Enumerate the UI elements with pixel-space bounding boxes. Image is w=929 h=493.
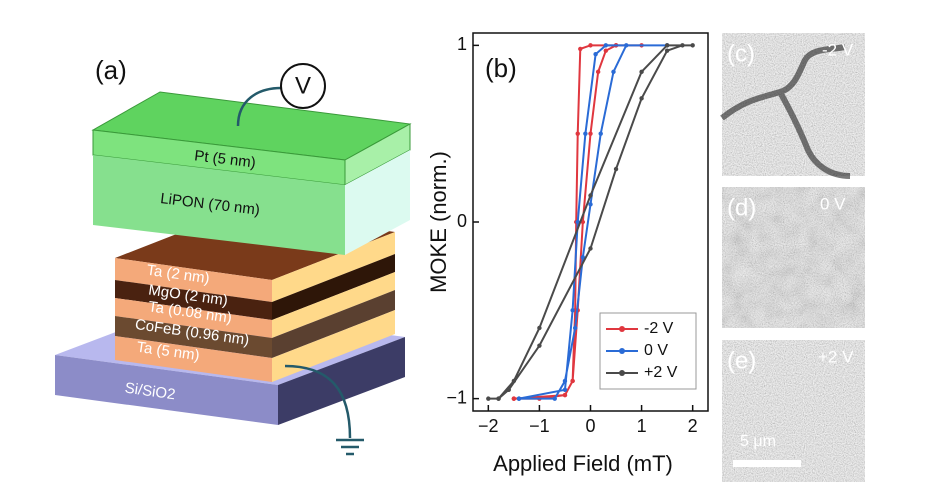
data-point: [575, 131, 580, 136]
panel-label: (a): [95, 55, 127, 85]
y-axis-label: MOKE (norm.): [426, 151, 451, 293]
voltage-label: 0 V: [820, 194, 846, 213]
y-tick-label: 0: [457, 211, 467, 231]
data-point: [572, 325, 578, 331]
lipon-side: [345, 150, 410, 255]
data-point: [624, 43, 629, 48]
data-point: [611, 69, 616, 75]
data-point: [562, 392, 568, 398]
panel-label: (d): [727, 194, 756, 221]
data-point: [603, 43, 609, 48]
x-tick-label: −2: [478, 416, 499, 436]
x-axis-label: Applied Field (mT): [493, 451, 673, 476]
data-point: [486, 396, 491, 401]
data-point: [506, 387, 511, 393]
data-point: [639, 96, 644, 101]
layer-front: [115, 298, 272, 338]
data-point: [562, 378, 568, 384]
layer-side: [272, 290, 395, 358]
legend-marker: [619, 326, 625, 332]
data-point: [593, 51, 598, 57]
data-point: [588, 246, 593, 251]
data-point: [562, 387, 568, 393]
data-point: [570, 308, 575, 313]
data-point: [537, 325, 542, 331]
legend-label: +2 V: [644, 364, 678, 381]
data-point: [552, 396, 557, 401]
x-tick-label: 0: [585, 416, 595, 436]
layer-front: [115, 280, 272, 320]
layer-side: [272, 232, 395, 302]
layer-front: [115, 258, 272, 302]
voltage-label: -2 V: [822, 40, 854, 59]
data-point: [598, 131, 603, 136]
legend-label: -2 V: [644, 320, 674, 337]
data-point: [496, 396, 501, 401]
panel-label: (e): [727, 347, 756, 374]
chart: (b) Applied Field (mT) MOKE (norm.): [426, 53, 673, 476]
substrate-front: [55, 355, 278, 425]
legend-marker: [619, 348, 625, 354]
data-point: [690, 43, 695, 48]
domain-wall: [720, 44, 851, 179]
layer-side: [272, 310, 395, 382]
data-point: [639, 69, 644, 75]
lipon-front: [93, 155, 345, 255]
wire: [236, 86, 282, 127]
series-line: [488, 44, 693, 400]
data-point: [595, 69, 601, 75]
data-point: [588, 131, 593, 136]
data-point: [578, 46, 583, 52]
micrograph: [722, 187, 865, 328]
x-tick-label: 2: [688, 416, 698, 436]
voltage-label: +2 V: [818, 347, 854, 366]
data-point: [664, 48, 670, 53]
data-point: [511, 378, 517, 384]
data-point: [603, 48, 609, 53]
panel-label: (c): [727, 40, 755, 67]
layer-side: [272, 254, 395, 320]
data-point: [588, 43, 593, 48]
substrate-side: [278, 337, 405, 425]
panel-label: (b): [485, 53, 517, 83]
voltmeter: [280, 63, 326, 109]
layer-side: [272, 272, 395, 338]
legend-label: 0 V: [644, 342, 668, 359]
voltage-label: V: [295, 72, 311, 99]
scale-label: 5 μm: [740, 433, 776, 450]
data-point: [516, 396, 522, 401]
micrograph: [722, 340, 865, 482]
image-panels: (c) -2 V (d) 0 V (e) +2 V 5 μm: [720, 33, 865, 482]
scale-bar: [733, 460, 801, 467]
data-point: [583, 131, 588, 136]
layer-label: Si/SiO2: [124, 380, 177, 404]
x-tick-label: −1: [529, 416, 550, 436]
stack-diagram: (a) V Pt (5 nm) LiPON (70 nm) Ta (2 nm) …: [55, 55, 412, 456]
legend-marker: [619, 370, 625, 376]
data-point: [580, 255, 586, 260]
data-point: [664, 43, 670, 48]
data-point: [570, 378, 575, 384]
data-point: [613, 166, 619, 172]
data-point: [588, 193, 593, 198]
y-tick-label: −1: [446, 387, 467, 407]
data-point: [588, 202, 593, 207]
data-point: [680, 43, 685, 48]
wire: [284, 364, 352, 439]
x-tick-label: 1: [637, 416, 647, 436]
layer-front: [115, 316, 272, 358]
y-tick-label: 1: [457, 34, 467, 54]
layer-front: [115, 336, 272, 382]
data-point: [537, 343, 542, 348]
data-point: [511, 396, 517, 401]
